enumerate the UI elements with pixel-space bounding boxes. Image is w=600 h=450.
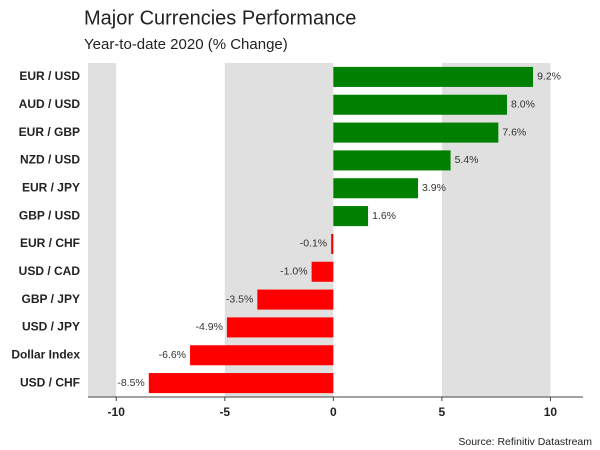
value-label: 1.6%: [372, 210, 396, 222]
chart-subtitle: Year-to-date 2020 (% Change): [84, 36, 288, 53]
y-tick-label: EUR / CHF: [20, 236, 80, 250]
bar: [333, 122, 499, 143]
x-tick-label: 0: [330, 405, 337, 419]
x-tick-label: -10: [108, 405, 126, 419]
y-tick-label: EUR / GBP: [19, 125, 80, 139]
value-label: 9.2%: [537, 71, 561, 83]
value-label: 3.9%: [422, 182, 446, 194]
y-tick-label: EUR / USD: [19, 69, 80, 83]
bar: [333, 206, 369, 227]
value-label: -6.6%: [159, 349, 186, 361]
value-label: -4.9%: [196, 321, 223, 333]
y-tick-label: AUD / USD: [19, 97, 81, 111]
y-tick-label: USD / JPY: [22, 320, 80, 334]
bar: [333, 66, 534, 87]
bar: [148, 373, 334, 394]
y-tick-label: GBP / JPY: [22, 292, 80, 306]
x-tick-label: 10: [544, 405, 558, 419]
source-note: Source: Refinitiv Datastream: [458, 436, 592, 448]
value-label: -3.5%: [226, 293, 253, 305]
bar: [311, 261, 334, 282]
chart-title: Major Currencies Performance: [84, 7, 356, 29]
value-label: -1.0%: [280, 266, 307, 278]
y-tick-label: Dollar Index: [11, 347, 80, 361]
y-tick-label: EUR / JPY: [22, 180, 80, 194]
bar: [331, 233, 334, 254]
value-label: 7.6%: [502, 126, 526, 138]
value-label: -8.5%: [117, 377, 144, 389]
bar: [226, 317, 334, 338]
bar: [333, 94, 508, 115]
grid-band: [441, 63, 551, 397]
y-tick-label: GBP / USD: [19, 208, 80, 222]
x-tick-label: -5: [219, 405, 230, 419]
x-tick-label: 5: [439, 405, 446, 419]
value-label: -0.1%: [300, 238, 327, 250]
grid-band: [88, 63, 117, 397]
bar: [333, 178, 418, 199]
value-label: 8.0%: [511, 99, 535, 111]
bar: [190, 345, 334, 366]
value-label: 5.4%: [455, 154, 479, 166]
bar: [257, 289, 334, 310]
grid-band: [224, 63, 334, 397]
y-tick-label: NZD / USD: [20, 153, 80, 167]
y-tick-label: USD / CHF: [20, 375, 80, 389]
y-tick-label: USD / CAD: [19, 264, 81, 278]
bar: [333, 150, 451, 171]
